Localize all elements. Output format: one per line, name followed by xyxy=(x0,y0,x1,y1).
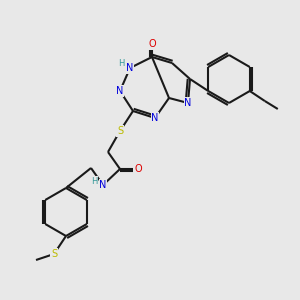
Text: O: O xyxy=(134,164,142,174)
Text: N: N xyxy=(126,63,134,73)
Text: S: S xyxy=(51,249,57,259)
Text: N: N xyxy=(99,180,107,190)
Text: N: N xyxy=(151,113,159,123)
Text: N: N xyxy=(116,86,124,96)
Text: O: O xyxy=(148,39,156,49)
Text: S: S xyxy=(117,126,123,136)
Text: H: H xyxy=(118,58,124,68)
Text: N: N xyxy=(184,98,192,108)
Text: H: H xyxy=(91,176,97,185)
